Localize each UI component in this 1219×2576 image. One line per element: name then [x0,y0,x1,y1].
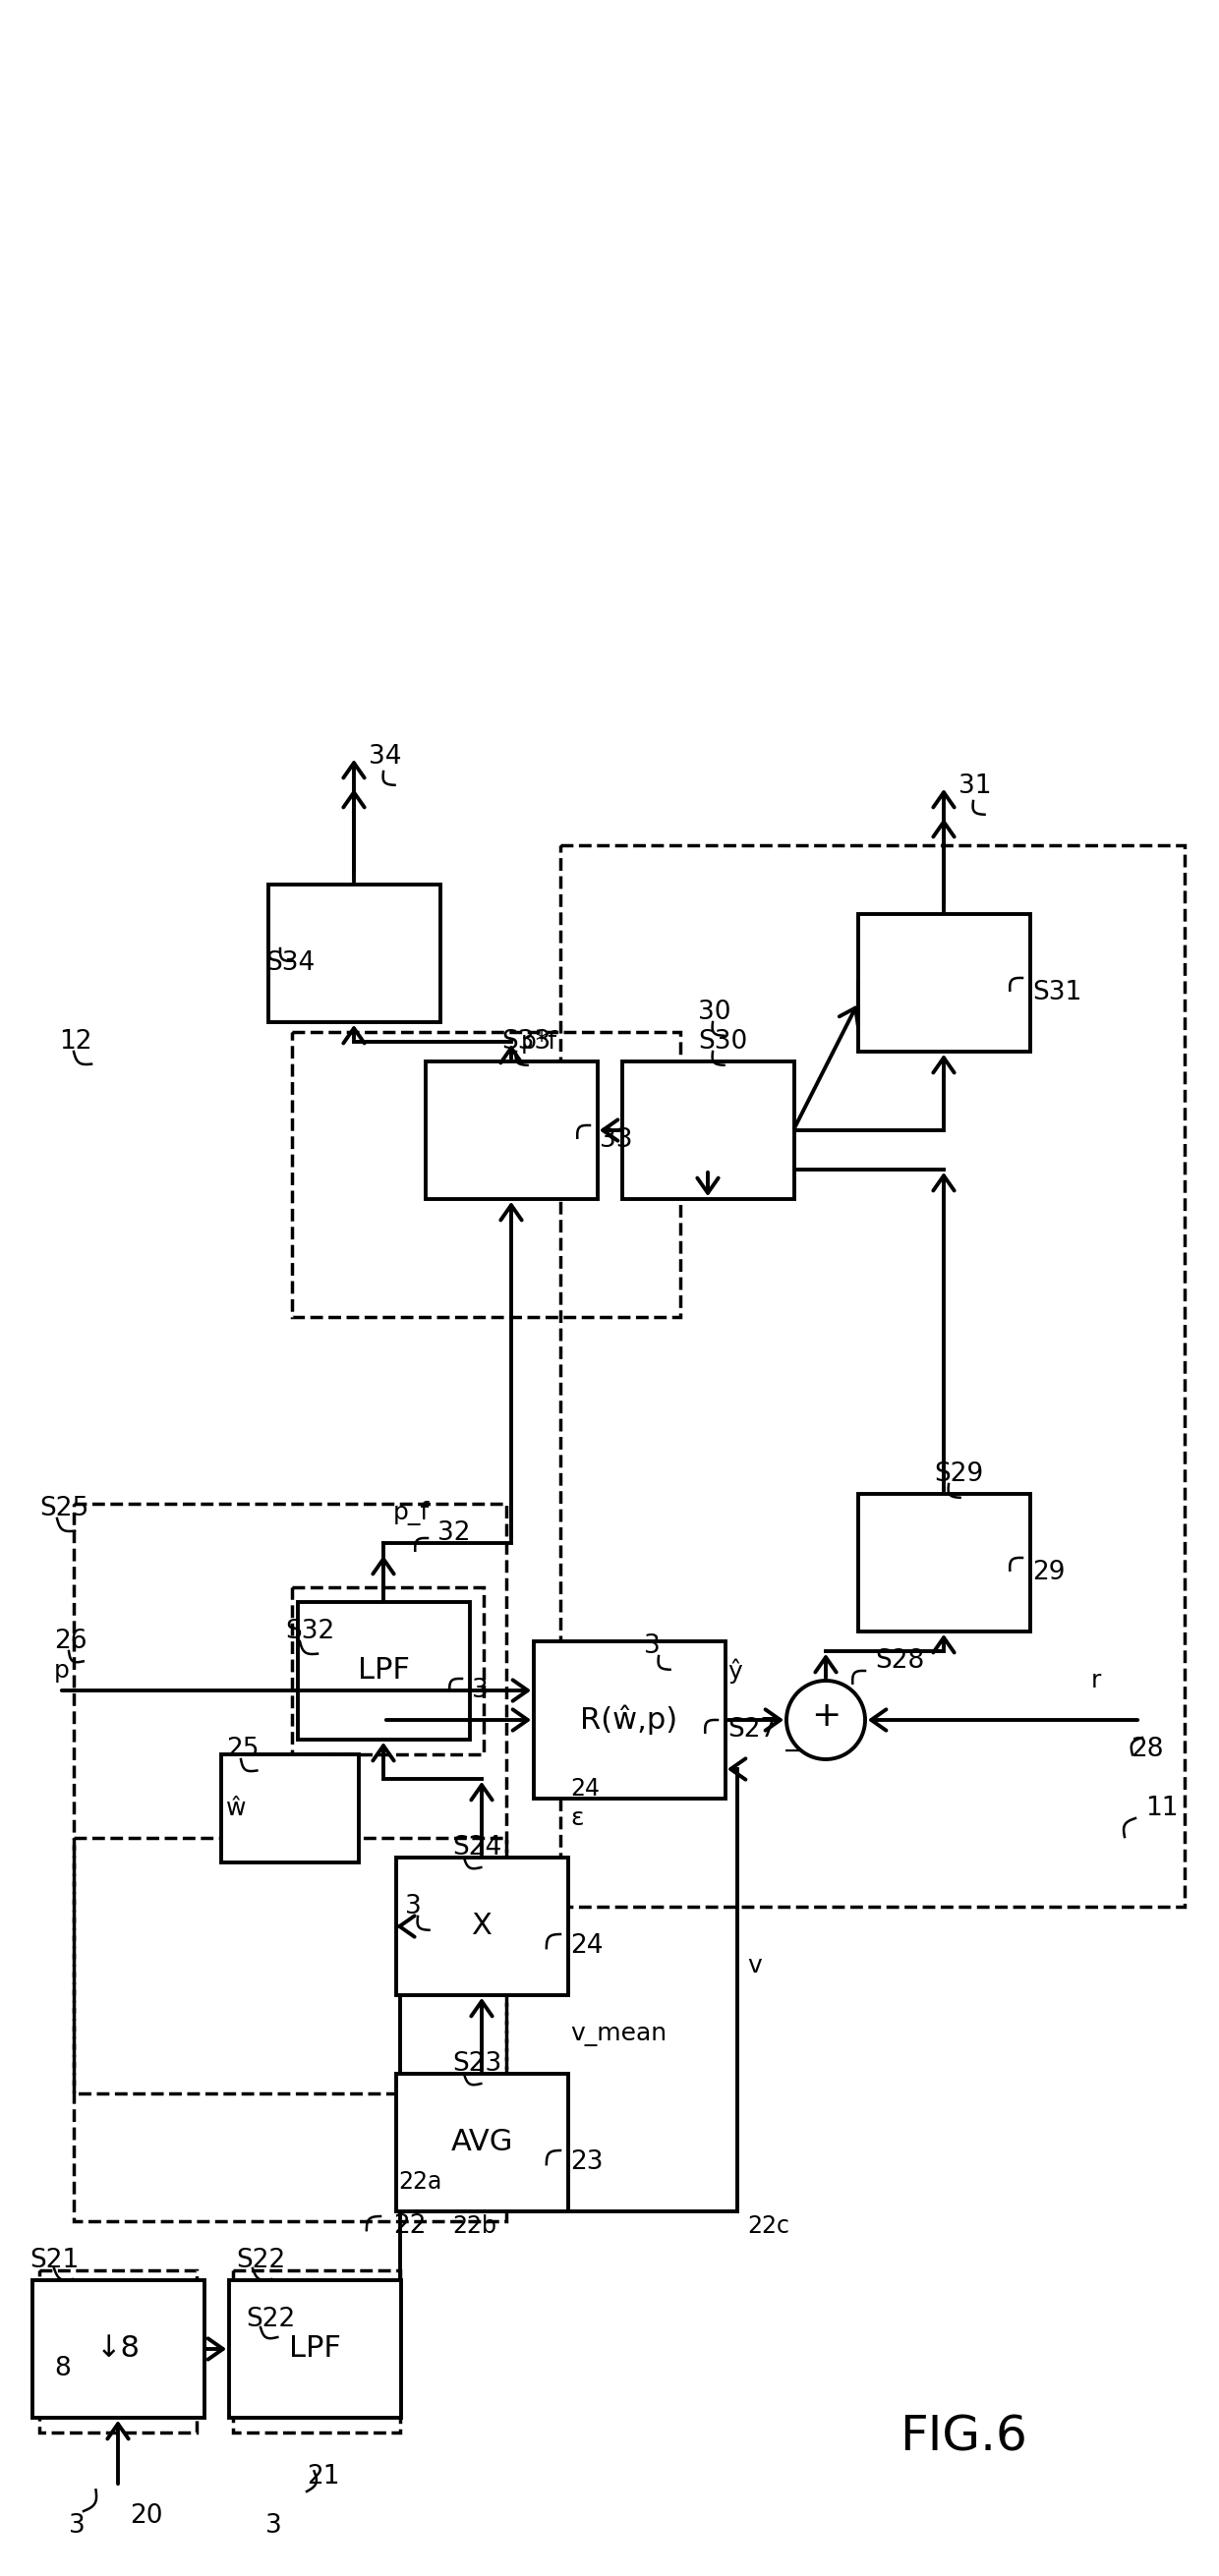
Text: S30: S30 [698,1028,747,1054]
Text: 12: 12 [59,1028,91,1054]
Text: 3: 3 [472,1677,489,1703]
Text: S29: S29 [934,1461,984,1486]
Bar [622,1061,794,1198]
Text: LPF: LPF [289,2334,340,2362]
Text: p*f: p*f [521,1030,557,1054]
Bar [858,914,1030,1051]
Text: 11: 11 [1146,1795,1179,1821]
Text: S21: S21 [29,2249,79,2272]
Text: S27: S27 [728,1718,777,1741]
Text: ŵ: ŵ [226,1795,246,1821]
Text: FIG.6: FIG.6 [900,2414,1028,2460]
Text: LPF: LPF [357,1656,410,1685]
Text: 20: 20 [129,2504,162,2530]
Bar [561,845,1185,1906]
Text: S31: S31 [1032,979,1081,1005]
Bar [293,1587,484,1754]
Text: 22c: 22c [747,2215,790,2239]
Text: 24: 24 [570,1932,603,1958]
Text: 29: 29 [1032,1558,1065,1584]
Text: v: v [747,1953,762,1978]
Text: ŷ: ŷ [728,1659,742,1682]
Text: p_f: p_f [394,1502,430,1525]
Bar [32,2280,204,2419]
Text: ε: ε [570,1806,584,1829]
Text: S33: S33 [501,1028,551,1054]
Text: 22b: 22b [452,2215,496,2239]
Text: 31: 31 [958,773,991,799]
Text: X: X [472,1911,492,1940]
Text: 22a: 22a [399,2169,441,2195]
Text: 21: 21 [307,2465,340,2488]
Bar [233,2269,400,2432]
Text: −: − [783,1739,806,1765]
Bar [268,884,440,1023]
Bar [396,1857,568,1996]
Text: v_mean: v_mean [570,2022,667,2045]
Text: +: + [811,1700,841,1734]
Bar [297,1602,469,1739]
Text: 3: 3 [68,2514,85,2540]
Text: S22: S22 [246,2306,295,2331]
Text: S24: S24 [452,1834,501,1860]
Text: 26: 26 [54,1628,87,1654]
Text: 24: 24 [570,1777,600,1801]
Text: 3: 3 [405,1893,422,1919]
Text: R(ŵ,p): R(ŵ,p) [580,1705,678,1736]
Text: AVG: AVG [451,2128,513,2156]
Text: S32: S32 [285,1618,334,1643]
Bar [73,1837,506,2094]
Bar [73,1504,506,2221]
Text: 28: 28 [1130,1736,1163,1762]
Text: S22: S22 [236,2249,285,2272]
Bar [39,2269,196,2432]
Bar [858,1494,1030,1631]
Text: 32: 32 [438,1520,471,1546]
Text: 3: 3 [266,2514,282,2540]
Bar [229,2280,401,2419]
Text: p: p [54,1659,69,1682]
Bar [396,2074,568,2210]
Text: ↓8: ↓8 [96,2334,140,2362]
Text: S25: S25 [39,1497,89,1522]
Bar [425,1061,597,1198]
Text: S28: S28 [875,1649,924,1674]
Bar [221,1754,358,1862]
Circle shape [786,1680,865,1759]
Text: 22: 22 [394,2213,427,2239]
Text: 34: 34 [368,744,401,770]
Text: S23: S23 [452,2050,501,2076]
Text: 23: 23 [570,2148,603,2174]
Text: 25: 25 [226,1736,258,1762]
Text: 8: 8 [54,2357,71,2380]
Text: S34: S34 [266,951,315,976]
Text: 30: 30 [698,999,731,1025]
Text: 33: 33 [600,1128,633,1154]
Text: 3: 3 [644,1633,661,1659]
Bar [293,1033,680,1316]
Text: r: r [1091,1669,1102,1692]
Bar [534,1641,725,1798]
